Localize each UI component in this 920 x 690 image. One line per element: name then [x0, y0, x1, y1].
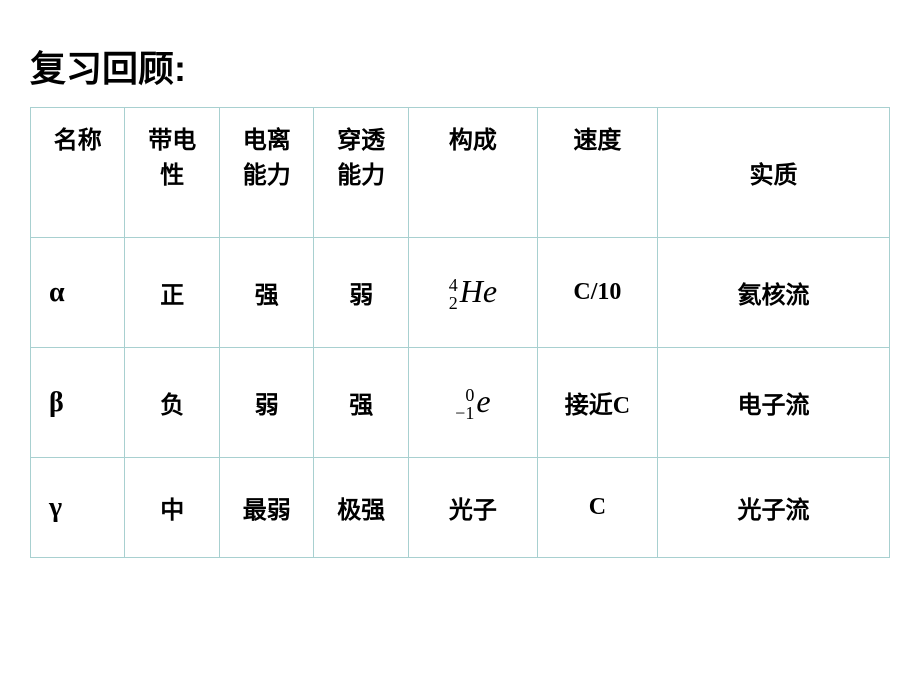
beta-penetration: 强	[314, 348, 408, 458]
header-composition: 构成	[408, 108, 537, 238]
beta-speed: 接近C	[537, 348, 657, 458]
alpha-essence: 氦核流	[658, 238, 890, 348]
gamma-charge: 中	[125, 458, 219, 558]
alpha-charge: 正	[125, 238, 219, 348]
table-row-alpha: α 正 强 弱 4 2 He C/10 氦核流	[31, 238, 890, 348]
header-essence: 实质	[658, 108, 890, 238]
table-row-beta: β 负 弱 强 0 −1 e 接近C 电子流	[31, 348, 890, 458]
header-charge: 带电 性	[125, 108, 219, 238]
alpha-composition: 4 2 He	[408, 238, 537, 348]
gamma-speed: C	[537, 458, 657, 558]
header-penetration: 穿透 能力	[314, 108, 408, 238]
page-title: 复习回顾:	[30, 40, 890, 92]
beta-charge: 负	[125, 348, 219, 458]
beta-composition: 0 −1 e	[408, 348, 537, 458]
header-name: 名称	[31, 108, 125, 238]
alpha-penetration: 弱	[314, 238, 408, 348]
gamma-composition: 光子	[408, 458, 537, 558]
gamma-essence: 光子流	[658, 458, 890, 558]
alpha-ionization: 强	[219, 238, 313, 348]
beta-ionization: 弱	[219, 348, 313, 458]
alpha-symbol: α	[31, 238, 125, 348]
header-speed: 速度	[537, 108, 657, 238]
table-header-row: 名称 带电 性 电离 能力 穿透 能力 构成 速度 实质	[31, 108, 890, 238]
gamma-penetration: 极强	[314, 458, 408, 558]
header-ionization: 电离 能力	[219, 108, 313, 238]
beta-essence: 电子流	[658, 348, 890, 458]
radiation-table: 名称 带电 性 电离 能力 穿透 能力 构成 速度 实质 α 正 强 弱 4 2…	[30, 107, 890, 558]
gamma-symbol: γ	[31, 458, 125, 558]
gamma-ionization: 最弱	[219, 458, 313, 558]
beta-symbol: β	[31, 348, 125, 458]
alpha-speed: C/10	[537, 238, 657, 348]
table-row-gamma: γ 中 最弱 极强 光子 C 光子流	[31, 458, 890, 558]
